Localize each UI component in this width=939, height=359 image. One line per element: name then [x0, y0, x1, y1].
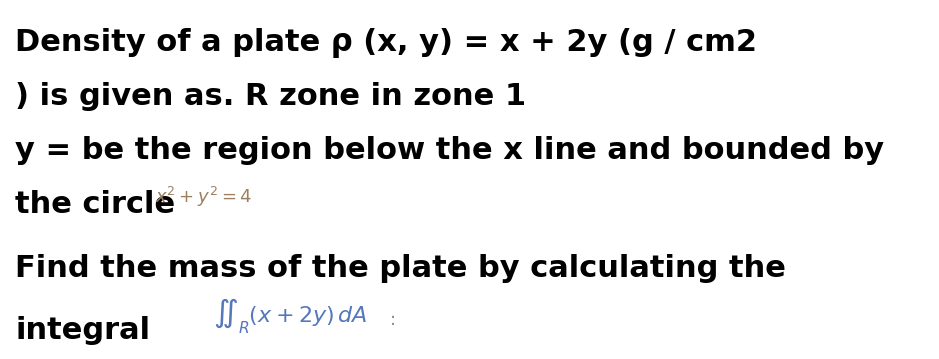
- Text: Find the mass of the plate by calculating the: Find the mass of the plate by calculatin…: [15, 254, 786, 283]
- Text: :: :: [390, 311, 396, 329]
- Text: $\iint_R (x + 2y)\, dA$: $\iint_R (x + 2y)\, dA$: [213, 296, 367, 336]
- Text: Density of a plate ρ (x, y) = x + 2y (g / cm2: Density of a plate ρ (x, y) = x + 2y (g …: [15, 28, 757, 58]
- Text: $x^2 + y^2 = 4$: $x^2 + y^2 = 4$: [155, 185, 252, 209]
- Text: ) is given as. R zone in zone 1: ) is given as. R zone in zone 1: [15, 82, 526, 111]
- Text: y = be the region below the x line and bounded by: y = be the region below the x line and b…: [15, 136, 885, 165]
- Text: the circle: the circle: [15, 190, 186, 219]
- Text: integral: integral: [15, 316, 150, 345]
